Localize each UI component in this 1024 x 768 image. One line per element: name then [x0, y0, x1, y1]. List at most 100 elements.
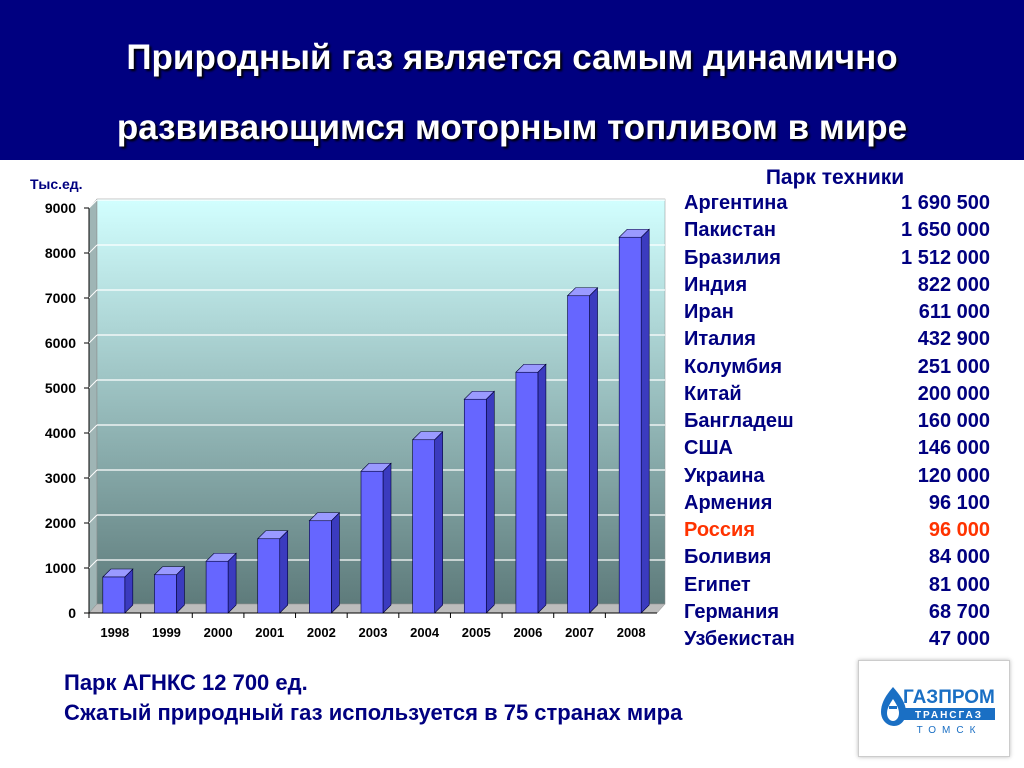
x-tick-label: 1999 [152, 625, 181, 640]
bar-front [257, 538, 281, 614]
fleet-country: Пакистан [684, 219, 776, 242]
fleet-row: Бразилия 1 512 000 [684, 245, 1004, 272]
y-tick-label: 6000 [45, 335, 76, 351]
fleet-count: 160 000 [917, 410, 990, 432]
fleet-count: 1 690 500 [901, 192, 990, 214]
gridline-side [88, 244, 98, 254]
fleet-row: Пакистан 1 650 000 [684, 217, 1004, 244]
bar-side [589, 287, 598, 614]
fleet-country: Иран [684, 301, 734, 323]
fleet-count: 47 000 [928, 628, 990, 650]
gridline-side [88, 199, 98, 209]
slide-title-line-2: развивающимся моторным топливом в мире [116, 108, 908, 147]
bar [308, 512, 341, 614]
y-tick-label: 4000 [45, 425, 76, 441]
x-tick-label: 2004 [410, 625, 440, 640]
fleet-count: 822 000 [917, 273, 990, 296]
x-tick-label: 2005 [462, 625, 491, 640]
y-tick-label: 5000 [45, 380, 76, 396]
fleet-country: Украина [684, 464, 765, 487]
fleet-row: Аргентина 1 690 500 [684, 190, 1004, 217]
bar-front [515, 371, 539, 614]
bar-side [227, 552, 237, 614]
gazprom-transgaz-tomsk-logo: ГАЗПРОМ ТРАНСГАЗ ТОМСК [858, 660, 1010, 757]
fleet-row: Украина 120 000 [684, 463, 1004, 490]
plot-side-wall [88, 198, 98, 614]
fleet-row: Боливия 84 000 [684, 544, 1004, 571]
x-tick-label: 2006 [513, 625, 542, 640]
bar-front [618, 236, 642, 614]
bar-front [360, 470, 384, 614]
logo-text: ГАЗПРОМ [903, 687, 995, 708]
y-tick-label: 0 [68, 605, 76, 621]
fleet-country: Египет [684, 573, 751, 596]
gridline-side [88, 469, 98, 479]
y-tick-label: 8000 [45, 245, 76, 261]
bar [153, 566, 186, 614]
fleet-count: 251 000 [917, 355, 990, 378]
fleet-count: 432 900 [917, 328, 990, 351]
logo-text: ТОМСК [917, 725, 982, 736]
bar-front [102, 576, 126, 614]
fleet-count: 96 100 [928, 491, 990, 514]
fleet-row: Германия 68 700 [684, 599, 1004, 626]
x-tick-label: 2001 [255, 625, 284, 640]
gridline-side [88, 424, 98, 434]
y-tick-label: 7000 [45, 290, 76, 306]
fleet-count: 1 512 000 [901, 246, 990, 269]
fleet-country: Узбекистан [684, 628, 795, 650]
bar [515, 363, 547, 614]
gridline-side [88, 289, 98, 299]
fleet-count: 96 000 [928, 519, 990, 541]
bar-side [382, 462, 392, 614]
fleet-country: Аргентина [684, 192, 788, 214]
fleet-row: Бангладеш 160 000 [684, 408, 1004, 435]
fleet-count: 200 000 [917, 382, 990, 405]
bar [360, 462, 392, 614]
bar-side [331, 512, 340, 614]
gridline-side [88, 514, 98, 524]
fleet-row: Египет 81 000 [684, 572, 1004, 599]
fleet-country: Италия [684, 328, 756, 351]
fleet-row: Китай 200 000 [684, 381, 1004, 408]
bar [257, 530, 289, 614]
y-tick-label: 1000 [45, 560, 76, 576]
fleet-row: Колумбия 251 000 [684, 354, 1004, 381]
x-tick-label: 2003 [359, 625, 388, 640]
bar-front [412, 439, 435, 614]
gazprom-logo-icon: ГАЗПРОМ ТРАНСГАЗ ТОМСК [881, 687, 995, 736]
bar-front [567, 295, 590, 614]
bar-front [309, 520, 332, 614]
bar [102, 568, 134, 614]
bar [463, 390, 495, 614]
bar-front [154, 574, 177, 614]
fleet-country: Индия [684, 273, 748, 296]
bar-side [640, 228, 650, 614]
bar [411, 431, 444, 614]
fleet-row: Иран 611 000 [684, 299, 1004, 326]
x-tick-label: 2000 [204, 625, 233, 640]
fleet-country: Россия [684, 519, 756, 541]
footer-notes: Парк АГНКС 12 700 ед. Сжатый природный г… [64, 668, 682, 728]
fleet-count: 146 000 [917, 437, 990, 460]
slide-title-line-1: Природный газ является самым динамично [126, 38, 898, 77]
fleet-row: США 146 000 [684, 435, 1004, 462]
x-tick-label: 2008 [617, 625, 646, 640]
bar-side [279, 530, 289, 614]
logo-text: ТРАНСГАЗ [915, 710, 983, 721]
fleet-row: Узбекистан 47 000 [684, 626, 1004, 653]
bar-side [434, 431, 443, 614]
bar-front [463, 398, 487, 614]
fleet-row: Италия 432 900 [684, 326, 1004, 353]
bar [618, 228, 650, 614]
fleet-row: Индия 822 000 [684, 272, 1004, 299]
fleet-count: 84 000 [928, 546, 990, 569]
x-tick-label: 2007 [565, 625, 594, 640]
x-tick-label: 1998 [100, 625, 129, 640]
fleet-country: Колумбия [684, 355, 783, 378]
fleet-country: Боливия [684, 546, 772, 569]
fleet-count: 611 000 [918, 301, 990, 323]
y-tick-label: 2000 [45, 515, 76, 531]
fleet-country: Китай [684, 382, 742, 405]
footer-line-1: Парк АГНКС 12 700 ед. [64, 670, 308, 695]
